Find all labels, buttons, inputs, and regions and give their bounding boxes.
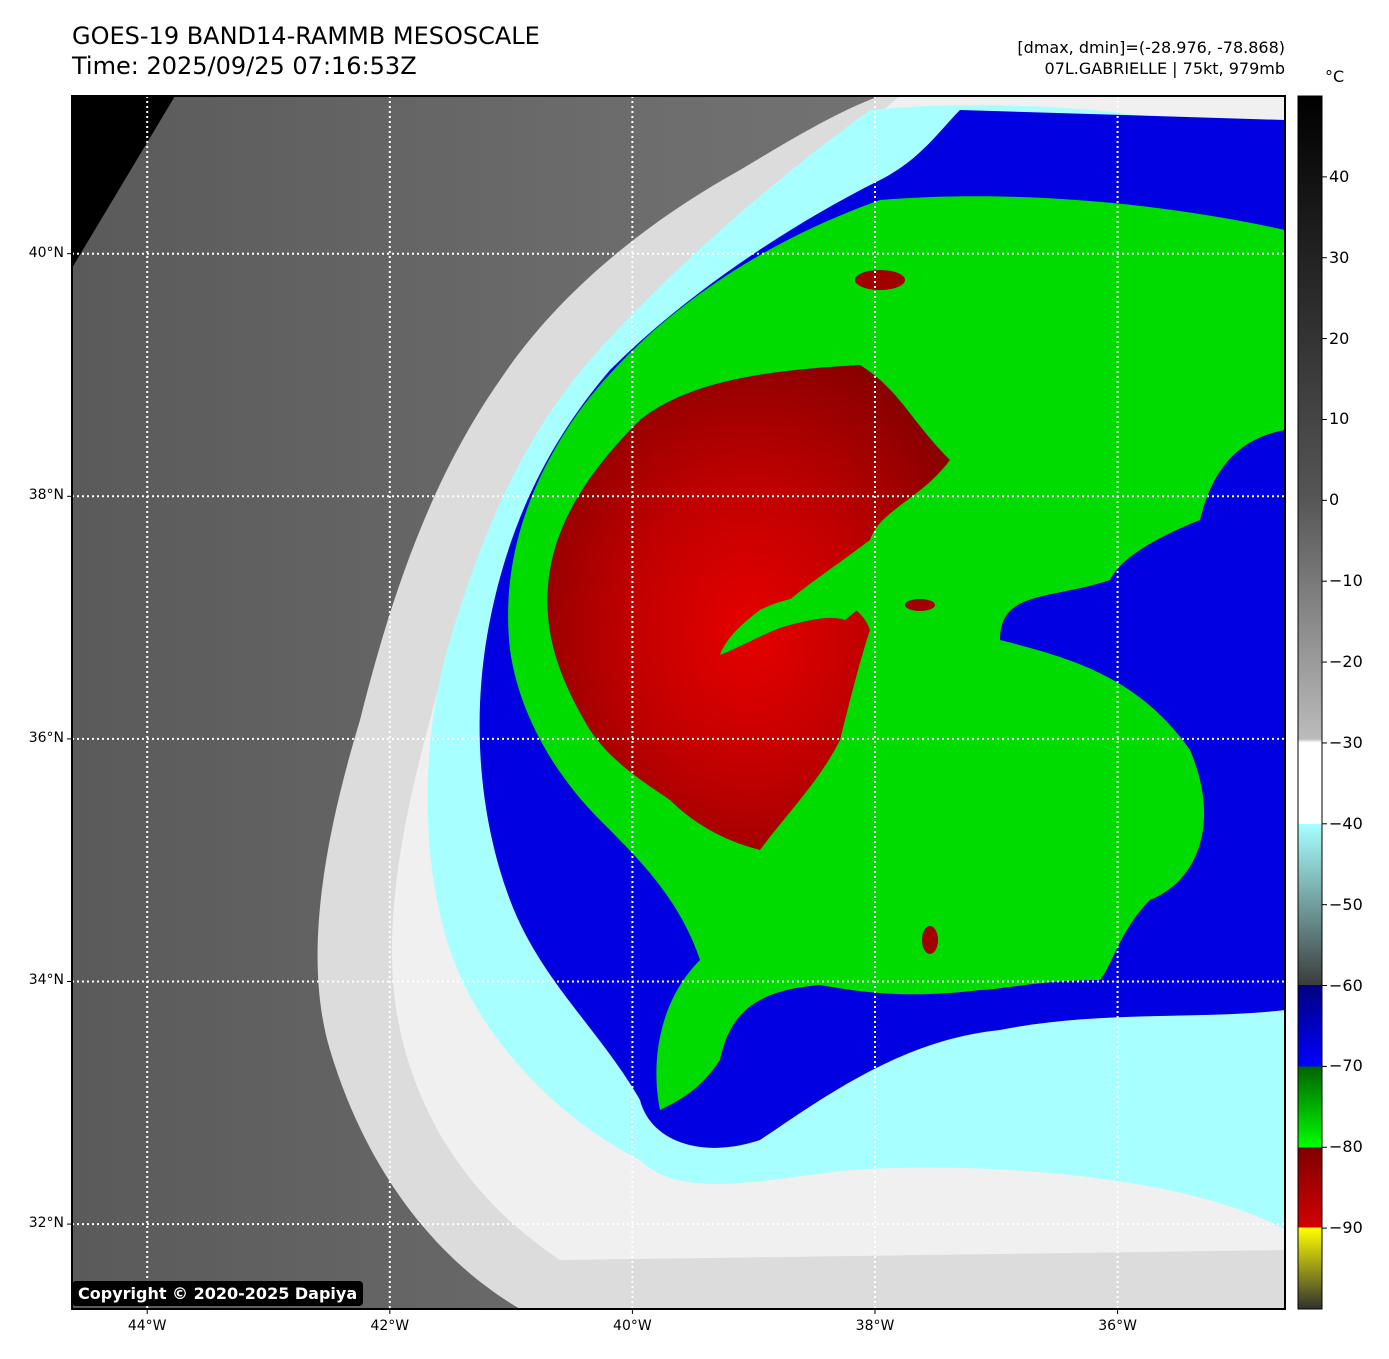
colorbar-tick-label: −70 [1329, 1056, 1363, 1076]
lon-label: 42°W [370, 1318, 410, 1334]
colorbar-tick-label: −60 [1329, 975, 1363, 995]
lon-label: 36°W [1098, 1318, 1137, 1334]
colorbar-tick-label: −50 [1329, 894, 1363, 914]
colorbar-tick-label: −30 [1329, 732, 1363, 752]
storm-info: 07L.GABRIELLE | 75kt, 979mb [1044, 59, 1285, 78]
colorbar [1297, 95, 1323, 1310]
lat-label: 40°N [28, 244, 64, 261]
lat-label: 34°N [28, 972, 64, 989]
red-spot [922, 926, 938, 954]
colorbar-tick-label: 10 [1329, 409, 1350, 429]
grid-lines [72, 96, 1285, 1309]
colorbar-tick-label: −80 [1329, 1137, 1363, 1157]
data-range-info: [dmax, dmin]=(-28.976, -78.868) [1017, 38, 1285, 57]
red-spot [905, 599, 935, 611]
colorbar-tick-label: −90 [1329, 1218, 1363, 1238]
colorbar-tick-label: 20 [1329, 328, 1350, 348]
axis-tick-marks [67, 253, 1119, 1314]
colorbar-tick-label: 30 [1329, 247, 1350, 267]
lat-label: 38°N [28, 487, 64, 504]
colorbar-unit: °C [1325, 67, 1345, 86]
lon-label: 44°W [127, 1318, 167, 1334]
lon-label: 38°W [855, 1318, 895, 1334]
lon-label: 40°W [613, 1318, 652, 1334]
red-spot [855, 270, 905, 290]
colorbar-tick-marks [1322, 176, 1327, 1229]
red-core [547, 365, 950, 850]
colorbar-tick-label: −10 [1329, 571, 1363, 591]
colorbar-tick-label: −20 [1329, 652, 1363, 672]
copyright-label: Copyright © 2020-2025 Dapiya [72, 1281, 364, 1306]
colorbar-tick-label: 0 [1329, 490, 1340, 510]
colorbar-tick-label: 40 [1329, 166, 1350, 186]
colorbar-tick-label: −40 [1329, 813, 1363, 833]
green-spiral-arm [720, 594, 870, 655]
chart-time: Time: 2025/09/25 07:16:53Z [72, 52, 417, 80]
lat-label: 36°N [28, 729, 64, 746]
chart-title: GOES-19 BAND14-RAMMB MESOSCALE [72, 22, 540, 50]
no-data-corner [72, 96, 175, 268]
plot-frame [71, 95, 1286, 1310]
lat-label: 32°N [28, 1215, 64, 1232]
